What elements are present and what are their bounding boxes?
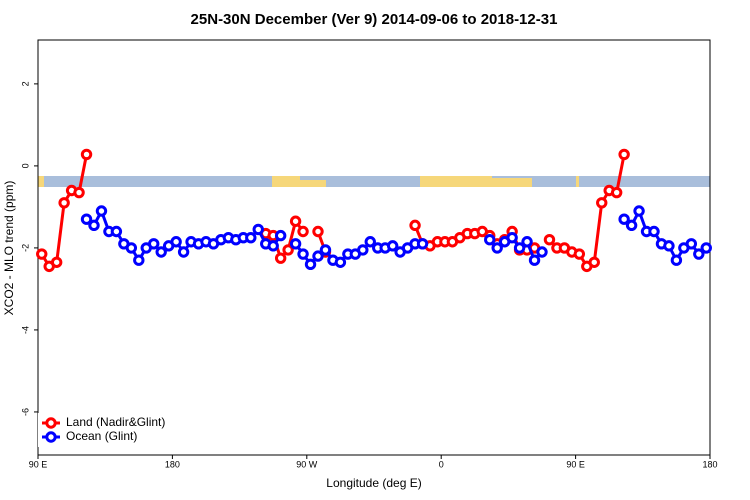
- data-point: [588, 256, 600, 268]
- x-tick-label: 90 E: [566, 459, 585, 469]
- data-point: [267, 240, 279, 252]
- data-point: [125, 242, 138, 254]
- data-point: [357, 244, 369, 256]
- data-point: [685, 238, 698, 250]
- data-point: [416, 238, 429, 250]
- data-point: [282, 244, 294, 256]
- data-point: [513, 242, 526, 254]
- data-point: [596, 197, 608, 209]
- data-point: [543, 234, 556, 246]
- data-point: [289, 238, 302, 250]
- data-point: [693, 248, 705, 260]
- x-tick-label: 180: [165, 459, 180, 469]
- chart-title: 25N-30N December (Ver 9) 2014-09-06 to 2…: [191, 11, 558, 28]
- data-point: [364, 236, 376, 248]
- data-point: [88, 219, 100, 232]
- data-point: [506, 231, 518, 244]
- data-point: [245, 231, 257, 244]
- data-point: [36, 248, 48, 260]
- data-point: [58, 197, 70, 209]
- data-point: [618, 213, 630, 225]
- data-point: [618, 148, 630, 161]
- data-point: [536, 246, 548, 258]
- y-tick-label: -6: [20, 408, 30, 416]
- legend-marker: [45, 417, 57, 429]
- data-point: [170, 236, 182, 248]
- data-point: [700, 242, 712, 254]
- data-point: [670, 254, 683, 266]
- data-point: [289, 215, 302, 227]
- data-point: [133, 254, 145, 266]
- data-point: [528, 254, 541, 266]
- y-tick-label: -2: [20, 244, 30, 252]
- legend-marker: [45, 431, 57, 443]
- legend-label: Ocean (Glint): [66, 429, 137, 443]
- data-point: [625, 219, 638, 232]
- data-point: [274, 252, 287, 264]
- data-point: [148, 238, 160, 250]
- data-point: [633, 205, 645, 217]
- data-point: [80, 148, 93, 161]
- data-point: [95, 205, 108, 217]
- data-point: [610, 186, 623, 199]
- data-point: [312, 250, 324, 262]
- data-point: [274, 229, 287, 242]
- y-tick-label: 0: [20, 163, 30, 168]
- data-point: [573, 248, 586, 260]
- data-point: [304, 258, 317, 271]
- x-tick-label: 90 E: [29, 459, 48, 469]
- y-axis-label: XCO2 - MLO trend (ppm): [2, 181, 16, 316]
- data-point: [80, 213, 93, 225]
- x-tick-label: 180: [702, 459, 717, 469]
- data-point: [155, 246, 167, 258]
- x-tick-label: 0: [439, 459, 444, 469]
- data-point: [484, 234, 496, 246]
- data-point: [312, 225, 324, 238]
- data-point: [73, 186, 85, 199]
- data-point: [50, 256, 63, 268]
- data-point: [663, 240, 675, 252]
- data-point: [297, 248, 309, 260]
- legend-label: Land (Nadir&Glint): [66, 415, 165, 429]
- data-point: [319, 244, 332, 256]
- y-tick-label: 2: [20, 81, 30, 86]
- data-point: [177, 246, 190, 258]
- data-point: [110, 225, 123, 238]
- data-point: [521, 236, 533, 248]
- data-point: [648, 225, 660, 238]
- legend-box: [38, 413, 185, 447]
- data-point: [409, 219, 421, 232]
- land-ocean-band: [38, 176, 710, 187]
- data-point: [334, 256, 347, 268]
- data-point: [252, 223, 264, 236]
- data-point: [386, 240, 399, 252]
- x-tick-label: 90 W: [296, 459, 318, 469]
- y-tick-label: -4: [20, 326, 30, 334]
- x-axis-label: Longitude (deg E): [326, 476, 421, 490]
- data-point: [297, 225, 309, 238]
- data-point: [491, 242, 503, 254]
